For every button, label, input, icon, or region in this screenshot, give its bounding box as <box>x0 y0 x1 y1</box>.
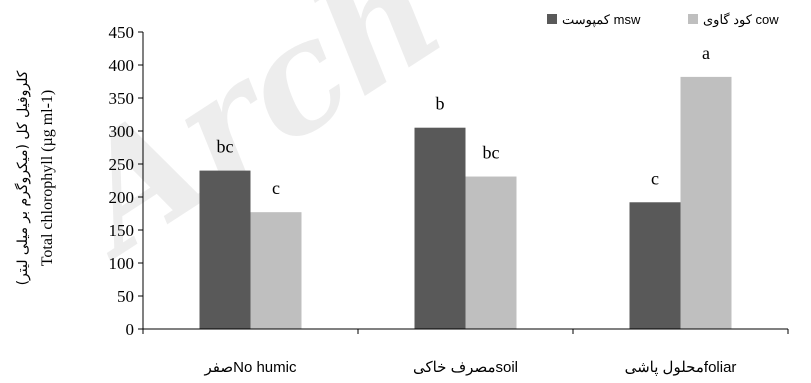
legend-item: کود گاوی cow <box>688 12 779 28</box>
y-axis-label: Total chlorophyll (µg ml-1) <box>39 90 56 267</box>
y-tick-label: 300 <box>109 122 135 141</box>
y-tick-label: 350 <box>109 89 135 108</box>
y-tick-label: 0 <box>126 320 135 339</box>
y-axis-label-farsi: کلروفیل کل (میکروگرم بر میلی لیتر) <box>14 70 31 285</box>
y-tick-label: 450 <box>109 23 135 42</box>
bar <box>629 202 681 329</box>
y-tick-label: 400 <box>109 56 135 75</box>
x-category-label: صفرNo humic <box>204 359 297 376</box>
y-tick-label: 100 <box>109 254 135 273</box>
bar-significance-label: c <box>272 178 280 198</box>
bars <box>199 76 732 329</box>
y-tick-label: 50 <box>117 287 134 306</box>
y-tick-label: 200 <box>109 188 135 207</box>
bar-significance-label: a <box>702 43 710 63</box>
category-labels: صفرNo humic مصرف خاکیsoil محلول پاشیfoliar <box>142 329 789 376</box>
bar <box>414 127 466 329</box>
x-category-label: محلول پاشیfoliar <box>625 359 737 376</box>
legend: کمپوست msw کود گاوی cow <box>547 12 779 28</box>
bar <box>199 170 251 329</box>
bar-significance-label: b <box>436 94 445 114</box>
bar <box>250 212 302 329</box>
legend-swatch <box>547 14 557 24</box>
bar <box>680 76 732 329</box>
y-axis-ticks: 0 50 100 150 200 250 300 350 400 450 <box>109 23 143 339</box>
bar-significance-label: bc <box>217 137 234 157</box>
legend-item: کمپوست msw <box>547 12 641 28</box>
y-axis-label-group: کلروفیل کل (میکروگرم بر میلی لیتر) Total… <box>14 70 56 285</box>
legend-label: کمپوست msw <box>562 12 641 28</box>
legend-label: کود گاوی cow <box>703 12 779 28</box>
legend-swatch <box>688 14 698 24</box>
y-tick-label: 150 <box>109 221 135 240</box>
data-labels: bc c b bc c a <box>217 43 711 198</box>
bar-significance-label: c <box>651 168 659 188</box>
x-category-label: مصرف خاکیsoil <box>413 359 518 376</box>
bar-significance-label: bc <box>483 143 500 163</box>
bar <box>465 176 517 329</box>
y-tick-label: 250 <box>109 155 135 174</box>
